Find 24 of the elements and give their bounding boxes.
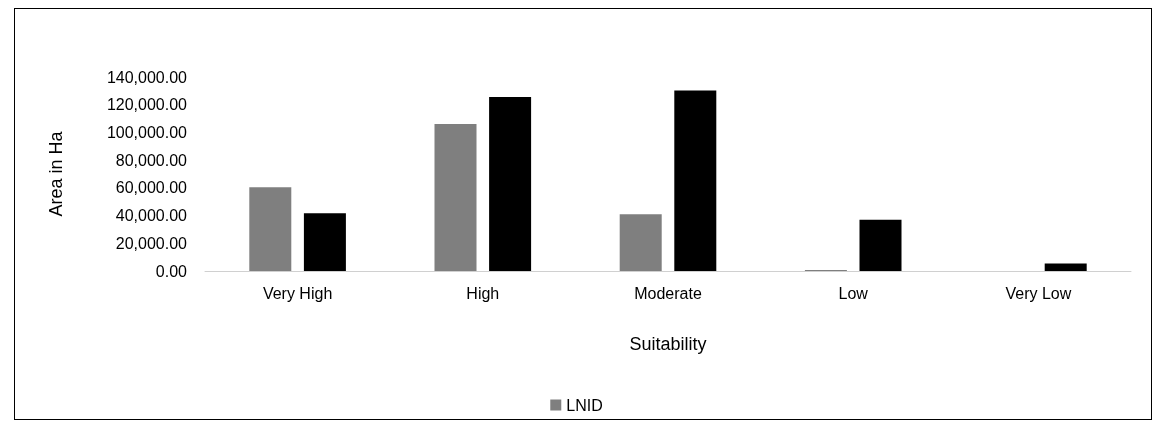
bar [489, 96, 532, 271]
y-tick-label: 40,000.00 [115, 207, 188, 225]
y-tick-label: 0.00 [155, 262, 188, 280]
bar [303, 213, 346, 271]
x-tick-label: Very High [262, 284, 333, 302]
bar [1044, 263, 1087, 271]
x-tick-label: Moderate [634, 284, 702, 302]
bar [249, 187, 292, 271]
bar [859, 219, 902, 271]
y-tick-label: 120,000.00 [106, 96, 188, 114]
y-axis-title: Area in Ha [46, 130, 66, 217]
legend-label: LNID [566, 396, 603, 414]
y-tick-label: 20,000.00 [115, 234, 188, 252]
y-tick-label: 100,000.00 [106, 123, 188, 141]
x-tick-label: Low [838, 284, 869, 302]
y-tick-label: 80,000.00 [115, 151, 188, 169]
x-tick-label: Very Low [1005, 284, 1072, 302]
bar [434, 124, 477, 271]
y-tick-label: 140,000.00 [106, 68, 188, 86]
bar [619, 214, 662, 271]
x-axis-title: Suitability [629, 334, 707, 354]
x-tick-label: High [466, 284, 500, 302]
y-tick-label: 60,000.00 [115, 179, 188, 197]
bar [674, 90, 717, 271]
